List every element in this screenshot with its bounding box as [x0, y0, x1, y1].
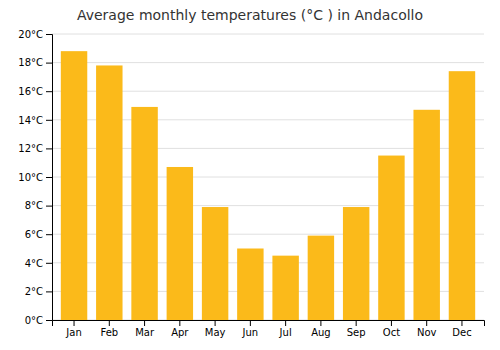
y-tick-mark [46, 34, 52, 35]
bar [308, 236, 334, 320]
x-tick-label: Feb [100, 327, 118, 338]
y-tick-label: 4°C [25, 258, 43, 269]
x-tick: Feb [100, 320, 118, 338]
bar [343, 207, 369, 320]
x-tick: Jun [242, 320, 259, 338]
x-tick-label: Apr [171, 327, 189, 338]
y-tick-mark [46, 148, 52, 149]
bar [61, 51, 87, 320]
y-tick-label: 2°C [25, 286, 43, 297]
y-tick: 0°C [25, 315, 52, 326]
bar [272, 256, 298, 320]
x-tick-mark [356, 320, 357, 326]
y-tick: 6°C [25, 229, 52, 240]
y-tick-label: 18°C [18, 57, 43, 68]
y-tick-label: 0°C [25, 315, 43, 326]
bar [378, 156, 404, 320]
x-tick-label: May [205, 327, 226, 338]
x-tick-label: Jun [242, 327, 259, 338]
x-tick-mark [250, 320, 251, 326]
chart: 0°C 2°C 4°C 6°C 8°C 10°C 12°C 14°C 16°C 18°C 20°C J… [0, 0, 500, 350]
x-tick-label: Mar [135, 327, 155, 338]
bar [167, 167, 193, 320]
bar [413, 110, 439, 320]
x-axis-line [53, 321, 485, 327]
y-tick: 20°C [18, 29, 52, 40]
grid [52, 34, 484, 320]
y-tick-mark [46, 206, 52, 207]
y-tick-mark [46, 234, 52, 235]
x-tick-mark [426, 320, 427, 326]
bars [61, 51, 475, 320]
plot-area: 0°C 2°C 4°C 6°C 8°C 10°C 12°C 14°C 16°C 18°C 20°C J… [18, 29, 484, 338]
y-tick-mark [46, 91, 52, 92]
x-tick: Mar [135, 320, 155, 338]
y-tick-mark [46, 291, 52, 292]
x-tick: Oct [383, 320, 400, 338]
x-tick-mark [74, 320, 75, 326]
x-tick-mark [109, 320, 110, 326]
y-tick: 14°C [18, 115, 52, 126]
y-tick: 8°C [25, 200, 52, 211]
y-tick-label: 20°C [18, 29, 43, 40]
bar [202, 207, 228, 320]
y-tick: 12°C [18, 143, 52, 154]
grid-line [52, 34, 484, 35]
x-tick-label: Dec [452, 327, 471, 338]
x-tick: Apr [171, 320, 189, 338]
y-tick-mark [46, 263, 52, 264]
y-tick: 16°C [18, 86, 52, 97]
y-tick: 4°C [25, 258, 52, 269]
bar [131, 107, 157, 320]
x-tick: Jul [279, 320, 292, 338]
bar [237, 249, 263, 321]
y-tick-label: 12°C [18, 143, 43, 154]
y-axis-line [46, 35, 53, 321]
y-tick: 18°C [18, 57, 52, 68]
x-tick-mark [215, 320, 216, 326]
bar [96, 65, 122, 320]
y-axis: 0°C 2°C 4°C 6°C 8°C 10°C 12°C 14°C 16°C 18°C 20°C [18, 29, 52, 326]
y-tick-label: 10°C [18, 172, 43, 183]
x-tick-mark [144, 320, 145, 326]
x-tick: Dec [452, 320, 471, 338]
y-tick: 2°C [25, 286, 52, 297]
y-tick-label: 6°C [25, 229, 43, 240]
x-tick-label: Aug [311, 327, 331, 338]
x-tick: May [205, 320, 226, 338]
title: Average monthly temperatures (°C ) in An… [77, 7, 423, 23]
y-tick-mark [46, 120, 52, 121]
x-tick: Sep [347, 320, 366, 338]
x-tick-mark [179, 320, 180, 326]
x-tick: Nov [417, 320, 437, 338]
x-axis: Jan Feb Mar Apr May Jun Jul Aug Sep Oct Nov Dec [53, 320, 485, 338]
x-tick: Jan [65, 320, 81, 338]
x-tick-label: Jul [279, 327, 292, 338]
x-tick-mark [461, 320, 462, 326]
y-tick-mark [46, 320, 52, 321]
x-tick-label: Sep [347, 327, 366, 338]
y-tick-label: 8°C [25, 200, 43, 211]
x-tick-label: Jan [65, 327, 81, 338]
y-tick: 10°C [18, 172, 52, 183]
y-tick-label: 16°C [18, 86, 43, 97]
x-tick-label: Nov [417, 327, 437, 338]
y-tick-label: 14°C [18, 115, 43, 126]
grid-line [52, 62, 484, 63]
bar [449, 71, 475, 320]
x-tick: Aug [311, 320, 331, 338]
y-tick-mark [46, 177, 52, 178]
y-tick-mark [46, 63, 52, 64]
x-tick-mark [320, 320, 321, 326]
x-tick-label: Oct [383, 327, 400, 338]
x-tick-mark [285, 320, 286, 326]
x-tick-mark [391, 320, 392, 326]
